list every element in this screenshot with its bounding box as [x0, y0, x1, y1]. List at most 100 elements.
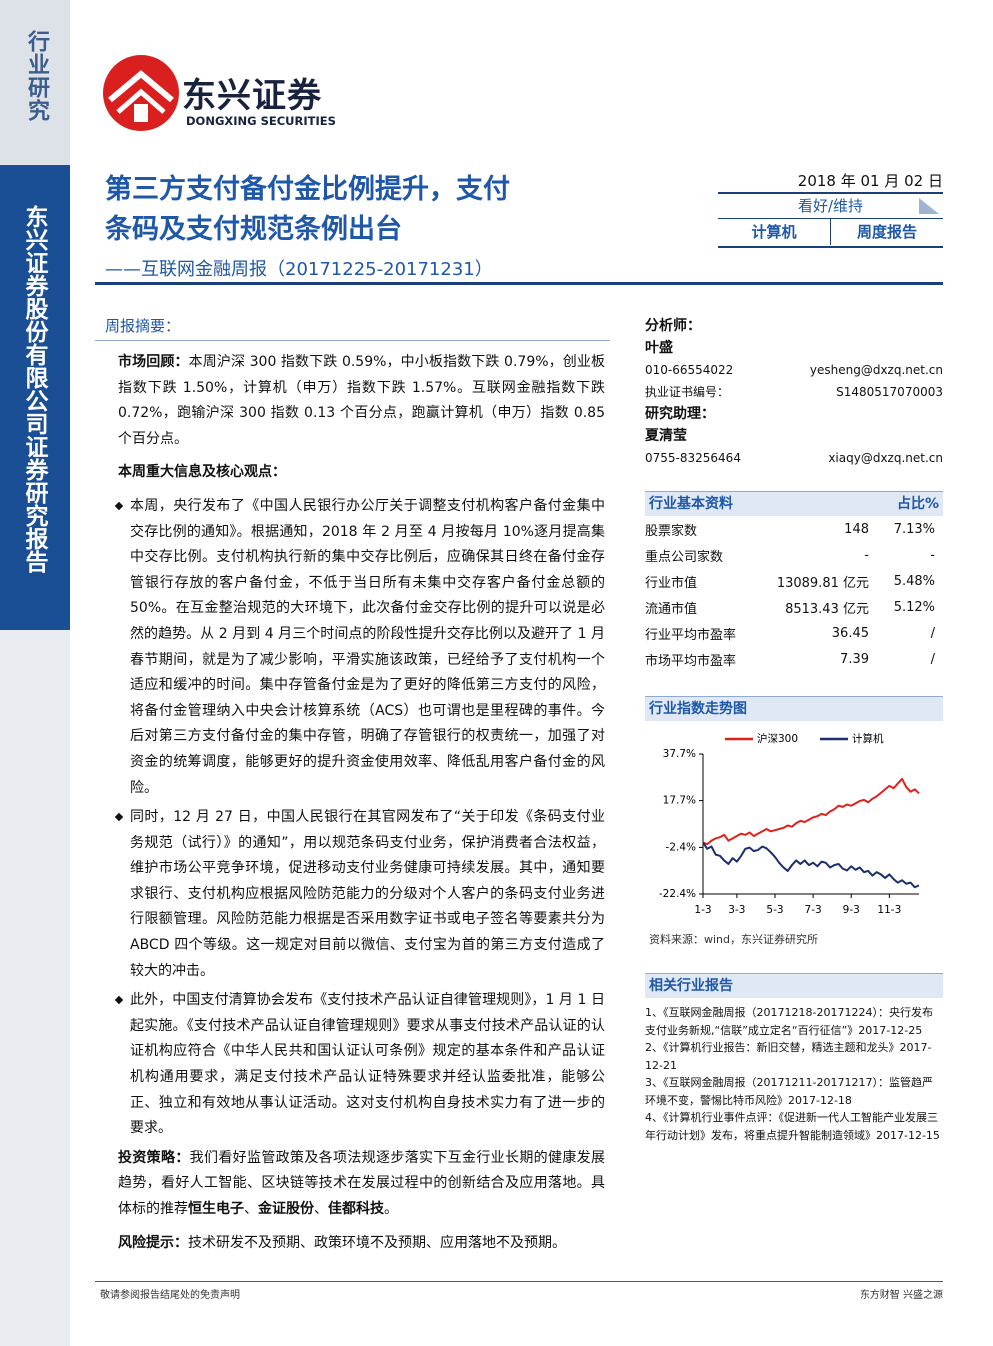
- text: 相关行业报告: [649, 978, 733, 994]
- text: 此外，中国支付清算协会发布《支付技术产品认证自律管理规则》，1 月 1 日起实施…: [130, 992, 605, 1137]
- x-tick-label: 1-3: [694, 904, 711, 916]
- sector: 计算机: [718, 219, 831, 245]
- text: 行业指数走势图: [649, 701, 747, 717]
- analyst-name: 夏清莹: [645, 425, 943, 447]
- y-tick-label: 17.7%: [663, 795, 696, 807]
- table-heading: 行业基本资料 占比%: [645, 491, 943, 516]
- contact: 010-66554022 yesheng@dxzq.net.cn: [645, 359, 943, 381]
- rating: 看好/维持: [797, 197, 864, 215]
- text: 本周，央行发布了《中国人民银行办公厅关于调整支付机构客户备付金集中交存比例的通知…: [130, 497, 605, 796]
- text: 同时，12 月 27 日，中国人民银行在其官网发布了“关于印发《条码支付业务规范…: [130, 809, 605, 979]
- text: 占比%: [896, 496, 939, 512]
- table-cell: 行业平均市盈率: [645, 627, 737, 643]
- bullet: 同时，12 月 27 日，中国人民银行在其官网发布了“关于印发《条码支付业务规范…: [114, 805, 605, 984]
- table-row: 股票家数 148 7.13%: [645, 516, 943, 542]
- corner-mark: [919, 198, 939, 214]
- footer-rule: [95, 1281, 943, 1282]
- table-cell: -: [864, 547, 869, 563]
- label: 执业证书编号：: [645, 385, 730, 399]
- paragraph: 风险提示：技术研发不及预期、政策环境不及预期、应用落地不及预期。: [118, 1231, 605, 1257]
- logo-name-en: DONGXING SECURITIES: [186, 114, 336, 128]
- text: 夏清莹: [645, 428, 687, 444]
- rating-box: 看好/维持 计算机 周度报告: [718, 192, 943, 248]
- bullet-mark: [114, 501, 124, 511]
- footer-disclaimer: 敬请参阅报告结尾处的免责声明: [100, 1290, 240, 1301]
- table-cell: 148: [844, 521, 869, 537]
- label: 市场回顾：: [118, 354, 189, 370]
- sidebar-category: 行业研究: [24, 30, 49, 122]
- industry-table: 股票家数 148 7.13% 重点公司家数 - - 行业市值 13089.81 亿元 5.48%…: [645, 516, 943, 672]
- table-row: 行业平均市盈率 36.45 /: [645, 620, 943, 646]
- chart-source: 资料来源：wind，东兴证券研究所: [649, 933, 819, 946]
- legend-label: 计算机: [852, 732, 884, 745]
- sidebar-band: [0, 165, 70, 630]
- analyst-role: 研究助理：: [645, 403, 943, 425]
- text: 分析师：: [645, 318, 701, 334]
- y-tick-label: -22.4%: [659, 888, 696, 900]
- table-cell: /: [930, 651, 935, 667]
- label: 风险提示：: [118, 1234, 188, 1251]
- bullet-mark: [114, 812, 124, 822]
- text: 研究助理：: [645, 406, 715, 422]
- related-item: 2、《计算机行业报告：新旧交替，精选主题和龙头》2017-12-21: [645, 1041, 932, 1072]
- table-cell: -: [930, 547, 935, 563]
- table-row: 市场平均市盈率 7.39 /: [645, 646, 943, 672]
- related-list: 1、《互联网金融周报（20171218-20171224）：央行发布支付业务新规…: [645, 1004, 943, 1144]
- paragraph: 投资策略：我们看好监管政策及各项法规逐步落实下互金行业长期的健康发展趋势，看好人…: [118, 1146, 605, 1223]
- chart: 37.7% 17.7% -2.4% -22.4% 1-3 3-3 5-3 7-3 9-3 11-3…: [659, 732, 920, 916]
- table-cell: /: [930, 625, 935, 641]
- summary-rule: [95, 340, 610, 341]
- related-item: 3、《互联网金融周报（20171211-20171217）：监管趋严环境不变，警…: [645, 1076, 933, 1107]
- bullet: 此外，中国支付清算协会发布《支付技术产品认证自律管理规则》，1 月 1 日起实施…: [114, 988, 605, 1142]
- table-cell: 36.45: [831, 625, 869, 641]
- bullet-mark: [114, 996, 124, 1005]
- x-tick-label: 9-3: [843, 904, 860, 916]
- text: 本周沪深 300 指数下跌 0.59%，中小板指数下跌 0.79%，创业板指数下…: [118, 354, 605, 447]
- x-tick-label: 7-3: [805, 904, 822, 916]
- report-type: 周度报告: [856, 223, 917, 241]
- legend-label: 沪深300: [757, 732, 798, 745]
- y-tick-label: -2.4%: [666, 841, 696, 853]
- subtitle: ——互联网金融周报（20171225-20171231）: [105, 259, 493, 280]
- series-line: [702, 841, 920, 889]
- table-cell: 5.48%: [893, 573, 935, 589]
- series-line: [702, 777, 920, 846]
- contact: 0755-83256464 xiaqy@dxzq.net.cn: [645, 447, 943, 469]
- text: 我们看好监管政策及各项法规逐步落实下互金行业长期的健康发展趋势，看好人工智能、区…: [118, 1149, 606, 1217]
- text: S1480517070003: [836, 385, 943, 399]
- header-rule: [95, 282, 943, 285]
- table-cell: 股票家数: [645, 523, 698, 539]
- license: 执业证书编号： S1480517070003: [645, 381, 943, 403]
- sidebar-bottom: [0, 630, 70, 1346]
- x-tick-label: 11-3: [877, 904, 901, 916]
- analyst-name: 叶盛: [645, 337, 943, 359]
- email: xiaqy@dxzq.net.cn: [828, 451, 943, 465]
- analyst-role: 分析师：: [645, 315, 943, 337]
- label: 投资策略：: [118, 1149, 190, 1166]
- paragraph: 市场回顾：本周沪深 300 指数下跌 0.59%，中小板指数下跌 0.79%，创…: [118, 350, 605, 452]
- phone: 0755-83256464: [645, 451, 741, 465]
- table-row: 行业市值 13089.81 亿元 5.48%: [645, 568, 943, 594]
- table-cell: 流通市值: [645, 601, 698, 617]
- rating-row: 看好/维持: [718, 194, 943, 219]
- stock: 恒生电子: [188, 1201, 244, 1217]
- separator: 、: [314, 1201, 328, 1217]
- subheading: 本周重大信息及核心观点：: [118, 460, 605, 486]
- x-tick-label: 3-3: [728, 904, 745, 916]
- logo-mark: [103, 55, 179, 131]
- sidebar-top: [0, 0, 70, 165]
- text: 技术研发不及预期、政策环境不及预期、应用落地不及预期。: [188, 1234, 566, 1251]
- table-cell: 市场平均市盈率: [645, 653, 737, 669]
- table-cell: 行业市值: [645, 575, 698, 591]
- x-tick-label: 5-3: [766, 904, 783, 916]
- related-item: 4、《计算机行业事件点评：《促进新一代人工智能产业发展三年行动计划》发布，将重点…: [645, 1111, 940, 1142]
- table-cell: 7.39: [840, 651, 869, 667]
- stock: 佳都科技: [328, 1201, 384, 1217]
- footer-slogan: 东方财智 兴盛之源: [859, 1290, 943, 1301]
- chart-heading: 行业指数走势图: [645, 696, 943, 721]
- sidebar-right: 分析师： 叶盛 010-66554022 yesheng@dxzq.net.cn …: [645, 315, 943, 1144]
- summary-body: 市场回顾：本周沪深 300 指数下跌 0.59%，中小板指数下跌 0.79%，创…: [114, 350, 605, 1264]
- y-tick-label: 37.7%: [663, 748, 696, 760]
- text: 行业基本资料: [649, 496, 733, 512]
